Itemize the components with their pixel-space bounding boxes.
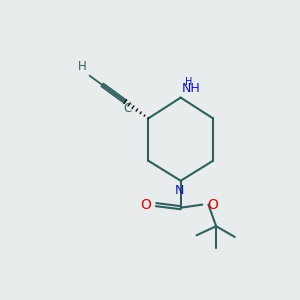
- Text: O: O: [140, 198, 151, 212]
- Text: N: N: [175, 184, 184, 197]
- Text: NH: NH: [182, 82, 201, 94]
- Text: H: H: [78, 60, 86, 74]
- Text: O: O: [207, 198, 218, 212]
- Text: C: C: [124, 102, 132, 116]
- Text: H: H: [184, 77, 192, 87]
